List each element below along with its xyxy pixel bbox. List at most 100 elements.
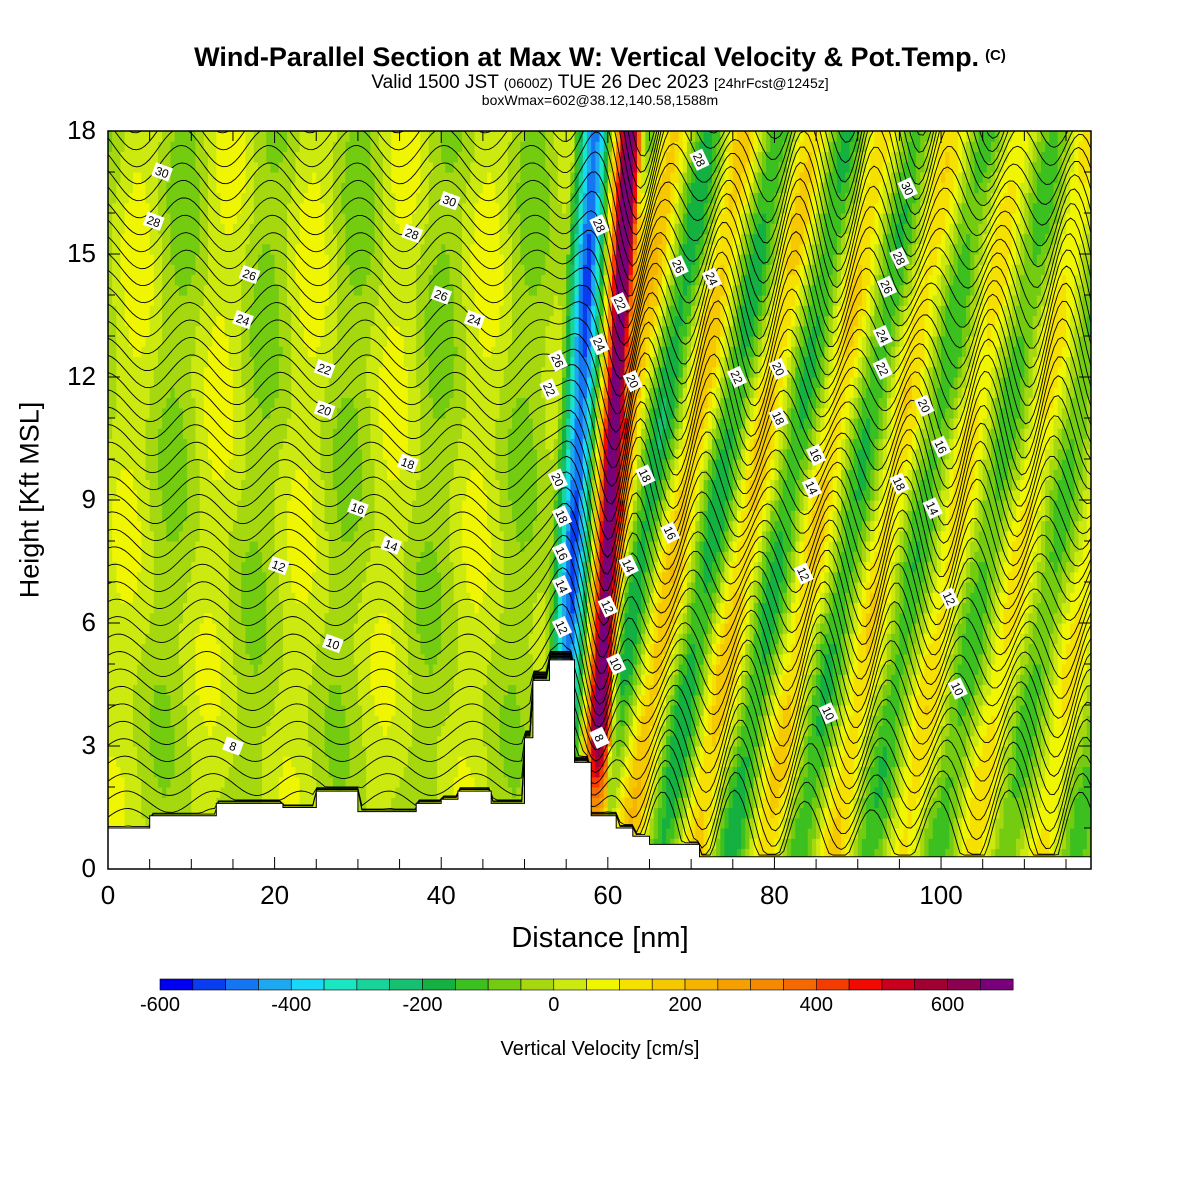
velocity-cell	[220, 705, 226, 716]
velocity-cell	[257, 438, 263, 450]
velocity-cell	[237, 243, 242, 255]
velocity-cell	[203, 500, 209, 511]
velocity-cell	[357, 366, 363, 378]
velocity-cell	[182, 428, 188, 440]
velocity-cell	[241, 664, 247, 675]
velocity-cell	[299, 336, 305, 347]
velocity-cell	[116, 233, 122, 245]
velocity-cell	[153, 141, 159, 153]
velocity-cell	[253, 582, 259, 593]
velocity-cell	[195, 551, 201, 563]
velocity-cell	[332, 684, 338, 696]
velocity-cell	[303, 131, 309, 142]
velocity-cell	[253, 387, 259, 399]
velocity-cell	[391, 418, 397, 429]
velocity-cell	[362, 151, 367, 163]
velocity-cell	[108, 366, 113, 378]
velocity-cell	[299, 551, 305, 563]
velocity-cell	[387, 746, 392, 757]
velocity-cell	[228, 674, 234, 686]
velocity-cell	[162, 746, 167, 757]
velocity-cell	[307, 674, 313, 686]
velocity-cell	[149, 397, 155, 409]
velocity-cell	[307, 356, 313, 368]
velocity-cell	[203, 551, 209, 563]
velocity-cell	[157, 479, 163, 491]
velocity-cell	[112, 479, 117, 491]
velocity-cell	[291, 715, 297, 727]
velocity-cell	[137, 766, 142, 778]
velocity-cell	[378, 448, 384, 460]
velocity-cell	[182, 182, 188, 194]
velocity-cell	[137, 530, 142, 542]
velocity-cell	[212, 397, 217, 409]
velocity-cell	[116, 284, 122, 296]
velocity-cell	[274, 694, 280, 706]
velocity-cell	[345, 172, 351, 183]
velocity-cell	[324, 469, 330, 481]
velocity-cell	[282, 182, 288, 194]
velocity-cell	[232, 705, 238, 716]
velocity-cell	[170, 766, 176, 778]
velocity-cell	[295, 274, 301, 286]
velocity-cell	[120, 192, 126, 204]
velocity-cell	[332, 520, 338, 532]
velocity-cell	[220, 438, 226, 450]
velocity-cell	[378, 746, 384, 757]
velocity-cell	[341, 366, 347, 378]
velocity-cell	[212, 377, 217, 388]
velocity-cell	[170, 725, 176, 737]
velocity-cell	[370, 787, 376, 798]
velocity-cell	[124, 264, 130, 276]
velocity-cell	[391, 254, 397, 265]
velocity-cell	[320, 438, 326, 450]
velocity-cell	[332, 274, 338, 286]
velocity-cell	[370, 489, 376, 501]
velocity-cell	[116, 725, 122, 737]
velocity-cell	[307, 469, 313, 481]
velocity-cell	[374, 500, 380, 511]
velocity-cell	[203, 264, 209, 276]
velocity-cell	[220, 469, 226, 481]
velocity-cell	[224, 633, 230, 645]
velocity-cell	[262, 530, 267, 542]
velocity-cell	[395, 674, 401, 686]
velocity-cell	[362, 264, 367, 276]
velocity-cell	[145, 592, 151, 604]
velocity-cell	[162, 346, 167, 358]
velocity-cell	[382, 336, 388, 347]
velocity-cell	[216, 756, 222, 768]
velocity-cell	[162, 469, 167, 481]
velocity-cell	[132, 305, 138, 317]
velocity-cell	[128, 418, 134, 429]
velocity-cell	[353, 459, 359, 470]
velocity-cell	[212, 510, 217, 522]
velocity-cell	[128, 561, 134, 573]
velocity-cell	[182, 612, 188, 624]
velocity-cell	[108, 571, 113, 583]
velocity-cell	[187, 172, 192, 183]
velocity-cell	[316, 551, 322, 563]
velocity-cell	[316, 705, 322, 716]
velocity-cell	[128, 817, 134, 829]
velocity-cell	[357, 787, 363, 798]
velocity-cell	[341, 305, 347, 317]
velocity-cell	[187, 541, 192, 552]
velocity-cell	[116, 202, 122, 214]
velocity-cell	[378, 592, 384, 604]
velocity-cell	[299, 397, 305, 409]
velocity-cell	[178, 489, 184, 501]
velocity-cell	[170, 397, 176, 409]
velocity-cell	[228, 787, 234, 798]
velocity-cell	[191, 766, 197, 778]
velocity-cell	[232, 489, 238, 501]
velocity-cell	[241, 325, 247, 337]
velocity-cell	[137, 356, 142, 368]
velocity-cell	[207, 223, 213, 235]
velocity-cell	[166, 459, 172, 470]
velocity-cell	[257, 172, 263, 183]
velocity-cell	[328, 151, 334, 163]
velocity-cell	[232, 223, 238, 235]
velocity-cell	[278, 592, 284, 604]
velocity-cell	[312, 305, 317, 317]
